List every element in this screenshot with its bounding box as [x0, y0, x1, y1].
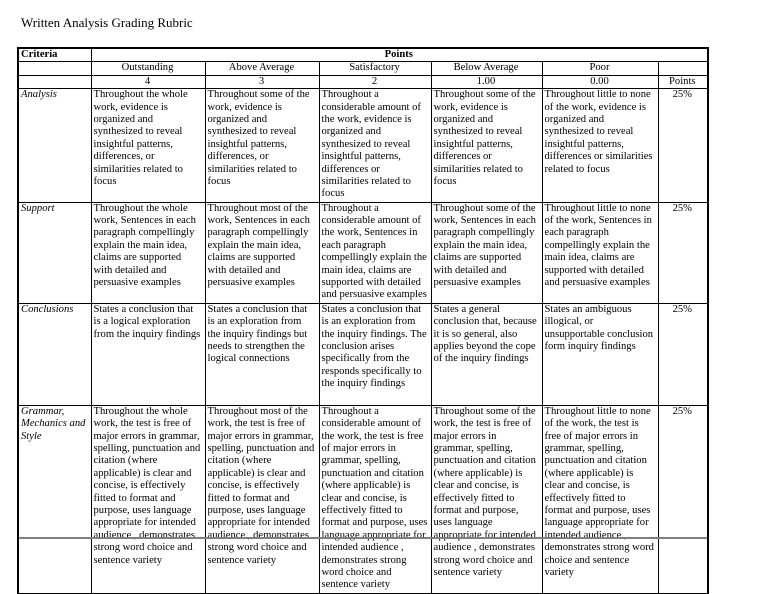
- rubric-cell: Throughout some of the work, evidence is…: [430, 88, 543, 203]
- score-poor: 0.00: [541, 74, 659, 90]
- horizontal-rule: [19, 537, 707, 539]
- rubric-cell: Throughout the whole work, evidence is o…: [90, 88, 206, 203]
- criteria-label: Grammar, Mechanics and Style: [17, 404, 92, 594]
- page-title: Written Analysis Grading Rubric: [21, 15, 193, 30]
- header-empty-cell: [657, 61, 709, 76]
- rubric-cell: States a general conclusion that, becaus…: [430, 302, 543, 406]
- rubric-cell: Throughout little to none of the work, S…: [541, 201, 659, 304]
- criteria-label: Analysis: [17, 88, 92, 203]
- rubric-cell: Throughout little to none of the work, t…: [541, 404, 659, 594]
- rubric-cell: Throughout most of the work, the test is…: [204, 404, 320, 594]
- points-value: 25%: [657, 302, 709, 406]
- rubric-cell: Throughout a considerable amount of the …: [318, 88, 432, 203]
- level-header-satisfactory: Satisfactory: [318, 61, 432, 76]
- header-row-levels: Outstanding Above Average Satisfactory B…: [17, 61, 709, 76]
- criteria-label: Support: [17, 201, 92, 304]
- level-header-below-average: Below Average: [430, 61, 543, 76]
- score-satisfactory: 2: [318, 74, 432, 90]
- rubric-cell: Throughout little to none of the work, e…: [541, 88, 659, 203]
- level-header-poor: Poor: [541, 61, 659, 76]
- rubric-cell: States a conclusion that is a logical ex…: [90, 302, 206, 406]
- score-above-average: 3: [204, 74, 320, 90]
- rubric-cell: Throughout some of the work, the test is…: [430, 404, 543, 594]
- points-value: 25%: [657, 88, 709, 203]
- score-below-average: 1.00: [430, 74, 543, 90]
- rubric-table: Criteria Points Outstanding Above Averag…: [17, 47, 710, 594]
- points-group-header: Points: [90, 47, 709, 63]
- rubric-cell: Throughout a considerable amount of the …: [318, 201, 432, 304]
- score-outstanding: 4: [90, 74, 206, 90]
- header-row-scores: 4 3 2 1.00 0.00 Points: [17, 74, 709, 90]
- header-row-main: Criteria Points: [17, 47, 709, 63]
- rubric-cell: Throughout most of the work, Sentences i…: [204, 201, 320, 304]
- points-value: 25%: [657, 201, 709, 304]
- table-row-grammar-mechanics-style: Grammar, Mechanics and Style Throughout …: [17, 404, 709, 594]
- rubric-cell: Throughout some of the work, Sentences i…: [430, 201, 543, 304]
- header-empty-cell: [17, 61, 92, 76]
- header-empty-cell: [17, 74, 92, 90]
- rubric-cell: Throughout a considerable amount of the …: [318, 404, 432, 594]
- level-header-outstanding: Outstanding: [90, 61, 206, 76]
- rubric-cell: States a conclusion that is an explorati…: [204, 302, 320, 406]
- rubric-cell: States an ambiguous illogical, or unsupp…: [541, 302, 659, 406]
- rubric-cell: Throughout some of the work, evidence is…: [204, 88, 320, 203]
- points-column-header: Points: [657, 74, 709, 90]
- criteria-label: Conclusions: [17, 302, 92, 406]
- points-value: 25%: [657, 404, 709, 594]
- table-row-analysis: Analysis Throughout the whole work, evid…: [17, 88, 709, 203]
- rubric-cell: Throughout the whole work, Sentences in …: [90, 201, 206, 304]
- table-row-support: Support Throughout the whole work, Sente…: [17, 201, 709, 304]
- rubric-cell: Throughout the whole work, the test is f…: [90, 404, 206, 594]
- level-header-above-average: Above Average: [204, 61, 320, 76]
- rubric-cell: States a conclusion that is an explorati…: [318, 302, 432, 406]
- criteria-column-header: Criteria: [17, 47, 92, 63]
- table-row-conclusions: Conclusions States a conclusion that is …: [17, 302, 709, 406]
